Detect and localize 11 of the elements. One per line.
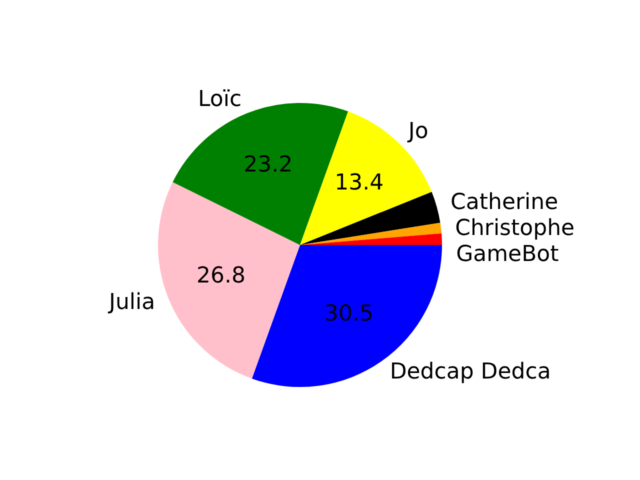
slice-label: Jo: [406, 119, 428, 144]
slice-label: GameBot: [456, 242, 560, 268]
slice-label: Catherine: [450, 190, 558, 216]
slice-label: Julia: [106, 290, 156, 316]
slice-label: Dedcap Dedca: [390, 360, 551, 385]
data-label: 23.2: [244, 152, 293, 178]
data-label: 13.4: [334, 170, 384, 196]
slice-label: Christophe: [455, 216, 575, 242]
slice-label: Loïc: [198, 86, 242, 112]
data-label: 26.8: [196, 264, 246, 289]
data-label: 30.5: [324, 301, 374, 326]
